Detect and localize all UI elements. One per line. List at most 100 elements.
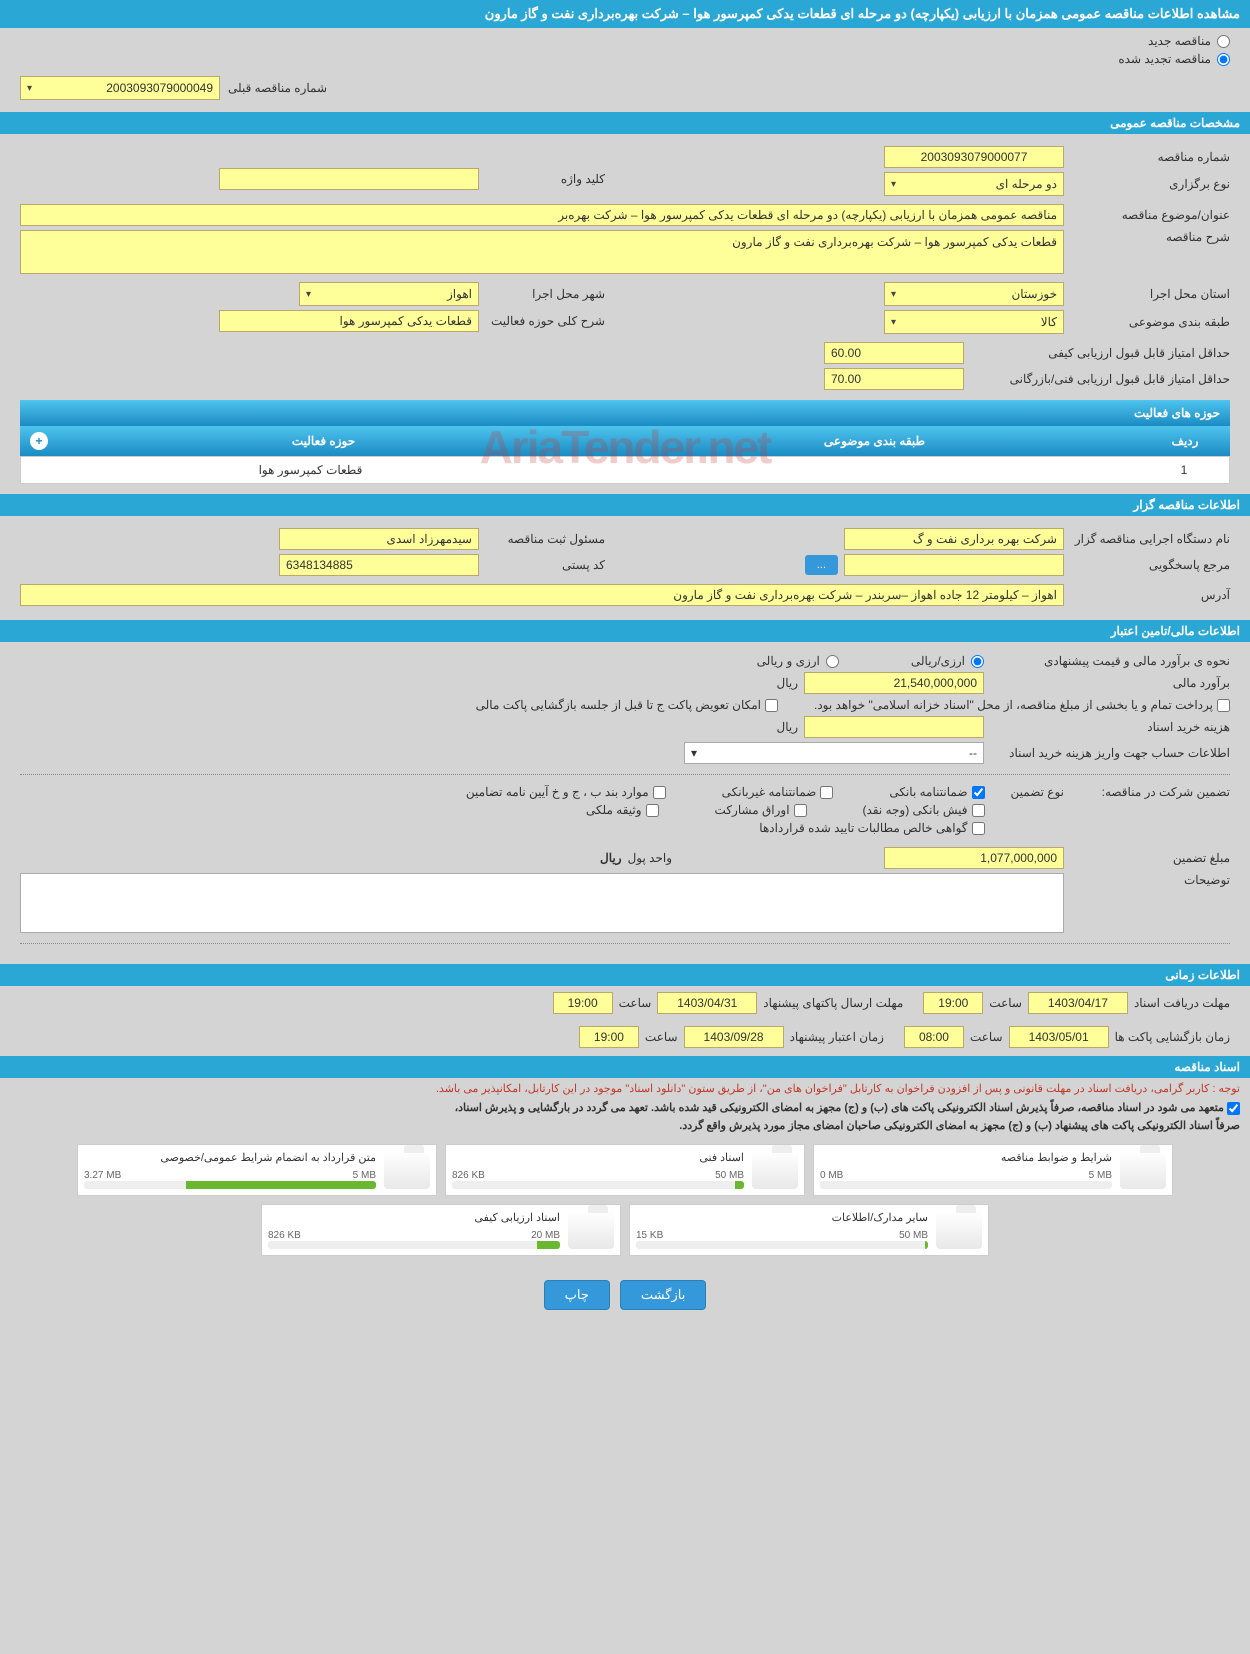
desc-field[interactable]: قطعات یدکی کمپرسور هوا – شرکت بهره‌بردار… [20,230,1064,274]
contact-field[interactable] [844,554,1064,576]
radio-new[interactable]: مناقصه جدید [20,34,1230,48]
account-info-select[interactable]: -- ▾ [684,742,984,764]
notice-check[interactable] [1227,1102,1240,1115]
gt-property[interactable]: وثیقه ملکی [586,803,659,817]
radio-rial-input[interactable] [971,655,984,668]
prev-tender-value: 2003093079000049 [106,81,213,95]
contact-picker-button[interactable]: ... [805,555,838,575]
cell-class [590,463,1149,477]
gt-receivables-input[interactable] [972,822,985,835]
section-general: مشخصات مناقصه عمومی [0,112,1250,134]
subject-class-select[interactable]: کالا ▾ [884,310,1064,334]
est-label: برآورد مالی [990,676,1230,690]
separator [20,943,1230,944]
activity-table-header: حوزه های فعالیت [20,400,1230,426]
doc-total: 5 MB [353,1170,376,1181]
docs-grid: شرایط و ضوابط مناقصه 0 MB5 MB اسناد فنی … [0,1134,1250,1266]
address-field[interactable]: اهواز – کیلومتر 12 جاده اهواز –سربندر – … [20,584,1064,606]
province-label: استان محل اجرا [1070,287,1230,301]
validity-label: زمان اعتبار پیشنهاد [790,1030,884,1044]
currency-label: ریال [776,676,798,690]
gt-nonbank-input[interactable] [820,786,833,799]
table-row: 1 قطعات کمپرسور هوا [20,456,1230,484]
progress-bar [452,1181,744,1189]
gt-bank-input[interactable] [972,786,985,799]
gt-cash[interactable]: فیش بانکی (وجه نقد) [863,803,985,817]
get-docs-time[interactable]: 19:00 [923,992,983,1014]
send-packets-date[interactable]: 1403/04/31 [657,992,757,1014]
radio-new-input[interactable] [1217,35,1230,48]
doc-title: سایر مدارک/اطلاعات [636,1211,928,1224]
min-quality-label: حداقل امتیاز قابل قبول ارزیابی کیفی [970,346,1230,360]
add-row-button[interactable]: + [30,432,48,450]
back-button[interactable]: بازگشت [620,1280,706,1310]
title-field[interactable]: مناقصه عمومی همزمان با ارزیابی (یکپارچه)… [20,204,1064,226]
doc-card[interactable]: سایر مدارک/اطلاعات 15 KB50 MB [629,1204,989,1256]
validity-time[interactable]: 19:00 [579,1026,639,1048]
doc-used: 826 KB [452,1170,485,1181]
est-value[interactable]: 21,540,000,000 [804,672,984,694]
doc-card[interactable]: اسناد فنی 826 KB 50 MB [445,1144,805,1196]
radio-renewed-input[interactable] [1217,53,1230,66]
send-packets-time[interactable]: 19:00 [553,992,613,1014]
gt-cash-input[interactable] [972,804,985,817]
radio-both-label: ارزی و ریالی [757,654,820,668]
holding-type-select[interactable]: دو مرحله ای ▾ [884,172,1064,196]
gt-bylaw-input[interactable] [653,786,666,799]
doc-total: 20 MB [531,1230,560,1241]
prev-tender-label: شماره مناقصه قبلی [228,81,327,95]
gt-cash-label: فیش بانکی (وجه نقد) [863,803,968,817]
validity-date[interactable]: 1403/09/28 [684,1026,784,1048]
doc-title: اسناد فنی [452,1151,744,1164]
radio-both-input[interactable] [826,655,839,668]
treasury-check-input[interactable] [1217,699,1230,712]
col-area: حوزه فعالیت [48,434,599,448]
doc-used: 3.27 MB [84,1170,121,1181]
subject-class-label: طبقه بندی موضوعی [1070,315,1230,329]
keyword-field[interactable] [219,168,479,190]
org-field: شرکت بهره برداری نفت و گ [844,528,1064,550]
doc-card[interactable]: اسناد ارزیابی کیفی 826 KB20 MB [261,1204,621,1256]
explain-label: توضیحات [1070,873,1230,887]
replace-check-input[interactable] [765,699,778,712]
open-packets-time[interactable]: 08:00 [904,1026,964,1048]
activity-table-cols: ردیف طبقه بندی موضوعی حوزه فعالیت + [20,426,1230,456]
gt-bank-label: ضمانتنامه بانکی [889,785,967,799]
doc-card[interactable]: متن قرارداد به انضمام شرایط عمومی/خصوصی … [77,1144,437,1196]
open-packets-date[interactable]: 1403/05/01 [1009,1026,1109,1048]
send-packets-label: مهلت ارسال پاکتهای پیشنهاد [763,996,903,1010]
doc-card[interactable]: شرایط و ضوابط مناقصه 0 MB5 MB [813,1144,1173,1196]
gt-property-input[interactable] [646,804,659,817]
gt-bylaw[interactable]: موارد بند ب ، ج و خ آیین نامه تضامین [466,785,666,799]
chevron-down-icon: ▾ [891,179,896,190]
folder-icon [752,1151,798,1189]
radio-both[interactable]: ارزی و ریالی [757,654,839,668]
treasury-check[interactable]: پرداخت تمام و یا بخشی از مبلغ مناقصه، از… [814,698,1230,712]
province-select[interactable]: خوزستان ▾ [884,282,1064,306]
min-tech-value: 70.00 [824,368,964,390]
doc-title: شرایط و ضوابط مناقصه [820,1151,1112,1164]
activity-table-title: حوزه های فعالیت [1134,406,1220,420]
gt-receivables[interactable]: گواهی خالص مطالبات تایید شده قراردادها [759,821,984,835]
explain-field[interactable] [20,873,1064,933]
doc-fee-field[interactable] [804,716,984,738]
prev-tender-select[interactable]: 2003093079000049 ▾ [20,76,220,100]
province-value: خوزستان [1011,287,1057,301]
gt-nonbank[interactable]: ضمانتنامه غیربانکی [722,785,834,799]
replace-check[interactable]: امکان تعویض پاکت ج تا قبل از جلسه بازگشا… [476,698,778,712]
doc-fee-label: هزینه خرید اسناد [990,720,1230,734]
gt-bonds-input[interactable] [794,804,807,817]
doc-used: 826 KB [268,1230,301,1241]
radio-renewed[interactable]: مناقصه تجدید شده [20,52,1230,66]
doc-used: 15 KB [636,1230,663,1241]
city-select[interactable]: اهواز ▾ [299,282,479,306]
get-docs-date[interactable]: 1403/04/17 [1028,992,1128,1014]
gt-bonds[interactable]: اوراق مشارکت [715,803,807,817]
print-button[interactable]: چاپ [544,1280,610,1310]
radio-rial[interactable]: ارزی/ریالی [911,654,984,668]
gt-bank[interactable]: ضمانتنامه بانکی [889,785,984,799]
activity-desc-field[interactable]: قطعات یدکی کمپرسور هوا [219,310,479,332]
guarantee-amount[interactable]: 1,077,000,000 [884,847,1064,869]
doc-total: 50 MB [715,1170,744,1181]
folder-icon [568,1211,614,1249]
